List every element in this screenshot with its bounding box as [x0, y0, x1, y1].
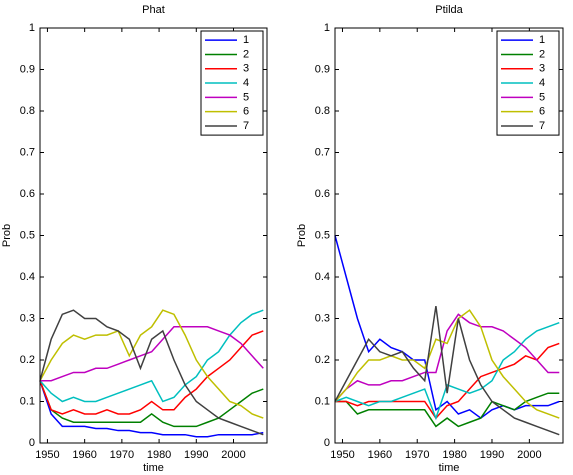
series-line: [39, 309, 264, 403]
series-line: [334, 321, 560, 421]
x-tick-label: 2000: [221, 449, 245, 461]
x-tick-label: 1960: [368, 449, 392, 461]
y-tick-label: 0.3: [20, 312, 35, 324]
x-tick-label: 1960: [72, 449, 96, 461]
legend-label: 1: [243, 34, 249, 46]
legend-label: 3: [243, 63, 249, 75]
y-tick-label: 0.1: [20, 395, 35, 407]
x-tick-label: 1980: [147, 449, 171, 461]
legend: 1 2 3 4 5 6 7: [496, 30, 560, 136]
series-line: [334, 313, 560, 403]
y-tick-label: 0.6: [20, 188, 35, 200]
legend-label: 1: [539, 34, 545, 46]
series-line: [334, 305, 560, 436]
legend-label: 2: [243, 48, 249, 60]
y-tick-label: 0.9: [315, 63, 330, 75]
legend-label: 6: [539, 106, 545, 118]
chart-title: Phat: [142, 4, 165, 16]
y-tick-label: 0.5: [315, 229, 330, 241]
series-line: [335, 392, 560, 428]
x-axis-label: time: [439, 462, 460, 474]
series-line: [334, 309, 560, 419]
x-tick-label: 1980: [442, 449, 466, 461]
y-tick-label: 0.9: [20, 63, 35, 75]
series-line: [39, 330, 264, 415]
y-tick-label: 0.7: [315, 146, 330, 158]
legend-label: 7: [243, 120, 249, 132]
y-tick-label: 1: [324, 22, 330, 34]
y-axis-label: Prob: [296, 224, 308, 247]
y-tick-label: 0.4: [315, 271, 330, 283]
y-tick-label: 0: [29, 437, 35, 449]
y-tick-label: 0.7: [20, 146, 35, 158]
y-tick-label: 0.2: [315, 354, 330, 366]
y-tick-label: 0.2: [20, 354, 35, 366]
legend-label: 5: [539, 91, 545, 103]
axes-frame: [39, 27, 268, 444]
legend-label: 4: [539, 77, 545, 89]
series-line: [39, 309, 264, 436]
y-tick-label: 0.5: [20, 229, 35, 241]
legend-label: 4: [243, 77, 249, 89]
y-tick-label: 1: [29, 22, 35, 34]
chart-title: Ptilda: [435, 4, 463, 16]
y-tick-label: 0.8: [315, 105, 330, 117]
y-tick-label: 0.1: [315, 395, 330, 407]
series-line: [334, 235, 560, 420]
axes-frame: [334, 27, 564, 444]
legend-label: 7: [539, 120, 545, 132]
x-tick-label: 1970: [405, 449, 429, 461]
legend: 1 2 3 4 5 6 7: [200, 30, 264, 136]
y-tick-label: 0.4: [20, 271, 35, 283]
axes: Phat time Prob 1950 1960 1970 1980 1990 2000 0 0.1…: [1, 4, 268, 474]
y-tick-label: 0.6: [315, 188, 330, 200]
x-tick-label: 1970: [110, 449, 134, 461]
y-tick-label: 0.8: [20, 105, 35, 117]
x-axis-label: time: [143, 462, 164, 474]
x-tick-label: 1950: [35, 449, 59, 461]
x-tick-label: 2000: [517, 449, 541, 461]
series-line: [335, 342, 560, 420]
legend-label: 5: [243, 91, 249, 103]
legend-label: 6: [243, 106, 249, 118]
series-line: [39, 380, 264, 428]
x-tick-label: 1990: [184, 449, 208, 461]
legend-label: 3: [539, 63, 545, 75]
x-tick-label: 1950: [330, 449, 354, 461]
series-line: [39, 380, 264, 438]
y-tick-label: 0: [324, 437, 330, 449]
axes: Ptilda time Prob 1950 1960 1970 1980 1990 2000 0 0…: [296, 4, 564, 474]
y-tick-label: 0.3: [315, 312, 330, 324]
series-line: [40, 326, 264, 382]
x-tick-label: 1990: [480, 449, 504, 461]
series-line: [39, 309, 264, 419]
y-axis-label: Prob: [1, 224, 13, 247]
legend-label: 2: [539, 48, 545, 60]
